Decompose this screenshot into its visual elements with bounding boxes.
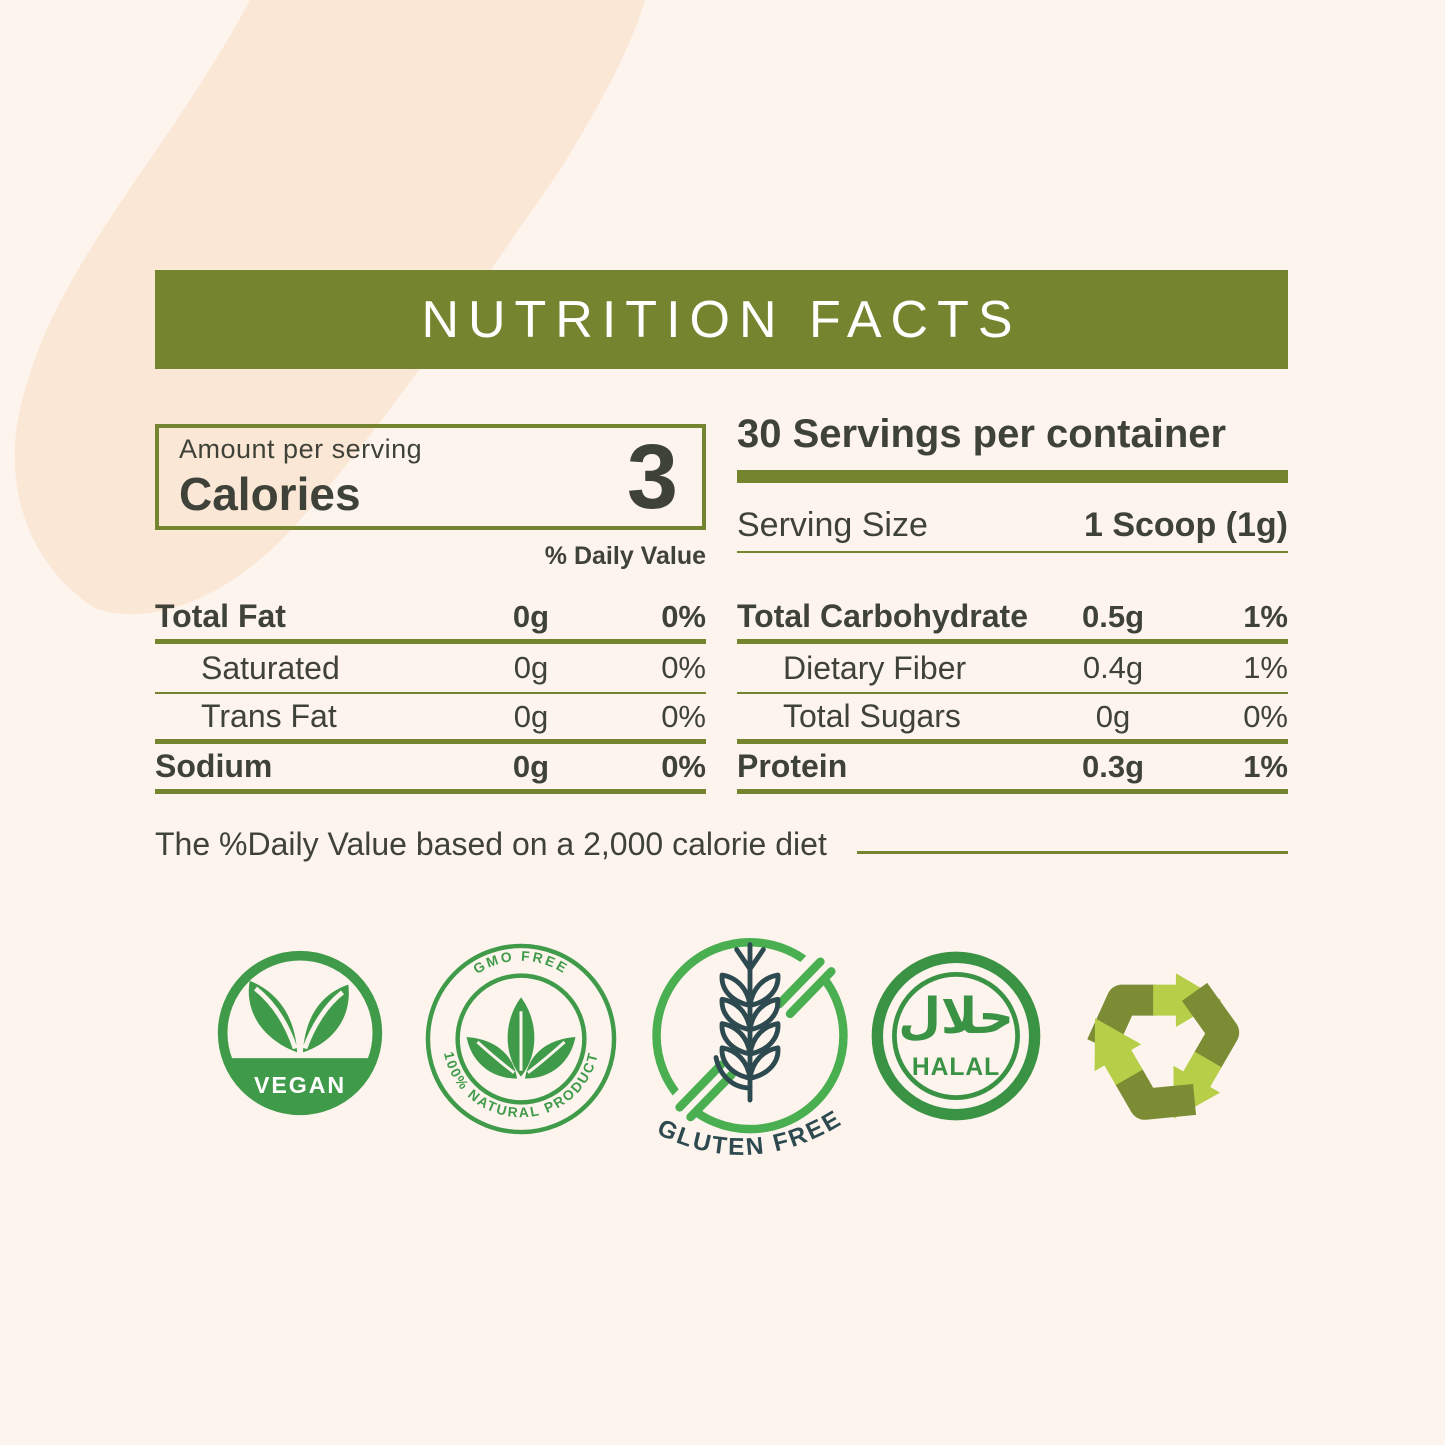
nutrient-label: Total Carbohydrate	[737, 598, 1028, 634]
leaf-icon	[524, 1037, 576, 1079]
footnote-row: The %Daily Value based on a 2,000 calori…	[155, 826, 1288, 863]
gluten-free-badge: GLUTEN FREE	[643, 918, 857, 1168]
gmo-free-badge: GMO FREE 100% NATURAL PRODUCT	[422, 940, 620, 1138]
calories-box: Amount per serving Calories 3	[155, 424, 706, 530]
nutrient-row: Total Sugars 0g 0%	[737, 694, 1288, 744]
nutrient-row: Protein 0.3g 1%	[737, 744, 1288, 794]
page-title: NUTRITION FACTS	[421, 290, 1022, 349]
serving-size-label: Serving Size	[737, 505, 928, 544]
nutrient-amount: 0g	[512, 598, 550, 634]
footnote-text: The %Daily Value based on a 2,000 calori…	[155, 826, 827, 862]
nutrient-label: Sodium	[155, 748, 273, 784]
halal-badge: حلال HALAL	[866, 946, 1046, 1126]
halal-icon: حلال HALAL	[871, 951, 1041, 1121]
nutrient-amount: 0.4g	[1082, 650, 1144, 685]
leaf-icon	[248, 980, 298, 1053]
divider-bar	[737, 470, 1288, 483]
recycle-icon	[1060, 938, 1267, 1145]
leaf-icon	[302, 984, 349, 1053]
slash-icon	[774, 957, 825, 1009]
nutrient-row: Trans Fat 0g 0%	[155, 694, 706, 744]
vegan-label: VEGAN	[254, 1072, 346, 1098]
nutrient-amount: 0g	[512, 748, 550, 784]
calories-labels: Amount per serving Calories	[179, 434, 422, 521]
nutrient-amount: 0g	[513, 698, 549, 734]
amount-per-serving-label: Amount per serving	[179, 433, 423, 464]
nutrient-row: Total Fat 0g 0%	[155, 594, 706, 644]
nutrient-label: Total Fat	[155, 598, 286, 634]
nutrient-label: Dietary Fiber	[783, 649, 967, 686]
halal-arabic-text: حلال	[898, 987, 1014, 1045]
nutrient-daily-value: 1%	[1243, 650, 1288, 685]
nutrient-daily-value: 0%	[1243, 698, 1288, 734]
nutrient-row: Total Carbohydrate 0.5g 1%	[737, 594, 1288, 644]
recycle-arrows	[1087, 973, 1240, 1120]
nutrient-label: Trans Fat	[201, 698, 337, 734]
nutrient-amount: 0g	[513, 650, 549, 685]
nutrient-row: Dietary Fiber 0.4g 1%	[737, 644, 1288, 694]
nutrient-table-right: Total Carbohydrate 0.5g 1% Dietary Fiber…	[737, 594, 1288, 794]
nutrient-amount: 0.5g	[1081, 598, 1145, 634]
nutrient-daily-value: 0%	[661, 748, 706, 784]
wheat-icon	[713, 942, 781, 1103]
gluten-free-icon: GLUTEN FREE	[652, 938, 848, 1161]
leaf-icon	[466, 1037, 518, 1079]
servings-per-container: 30 Servings per container	[737, 412, 1227, 456]
nutrient-daily-value: 1%	[1243, 748, 1288, 784]
nutrient-amount: 0.3g	[1081, 748, 1145, 784]
vegan-badge: VEGAN	[213, 946, 387, 1120]
vegan-icon: VEGAN	[217, 950, 383, 1116]
halal-label: HALAL	[912, 1054, 1000, 1081]
gmo-free-icon: GMO FREE 100% NATURAL PRODUCT	[425, 943, 617, 1135]
calories-label: Calories	[179, 467, 361, 520]
footnote-underline	[856, 851, 1288, 854]
calories-value: 3	[626, 426, 678, 528]
nutrient-label: Protein	[737, 748, 848, 784]
daily-value-heading: % Daily Value	[544, 542, 706, 570]
nutrient-label: Saturated	[201, 649, 340, 686]
nutrient-row: Saturated 0g 0%	[155, 644, 706, 694]
nutrient-daily-value: 0%	[661, 598, 706, 634]
nutrient-label: Total Sugars	[783, 698, 961, 734]
nutrient-row: Sodium 0g 0%	[155, 744, 706, 794]
nutrient-daily-value: 0%	[661, 698, 706, 734]
serving-size-value: 1 Scoop (1g)	[1083, 505, 1288, 544]
nutrient-amount: 0g	[1095, 698, 1131, 734]
nutrient-daily-value: 0%	[661, 650, 706, 685]
nutrient-table-left: Total Fat 0g 0% Saturated 0g 0% Trans Fa…	[155, 594, 706, 794]
nutrient-daily-value: 1%	[1243, 598, 1288, 634]
recycle-arm	[1094, 1018, 1197, 1120]
serving-size-row: Serving Size 1 Scoop (1g)	[737, 499, 1288, 553]
title-banner: NUTRITION FACTS	[155, 270, 1288, 369]
